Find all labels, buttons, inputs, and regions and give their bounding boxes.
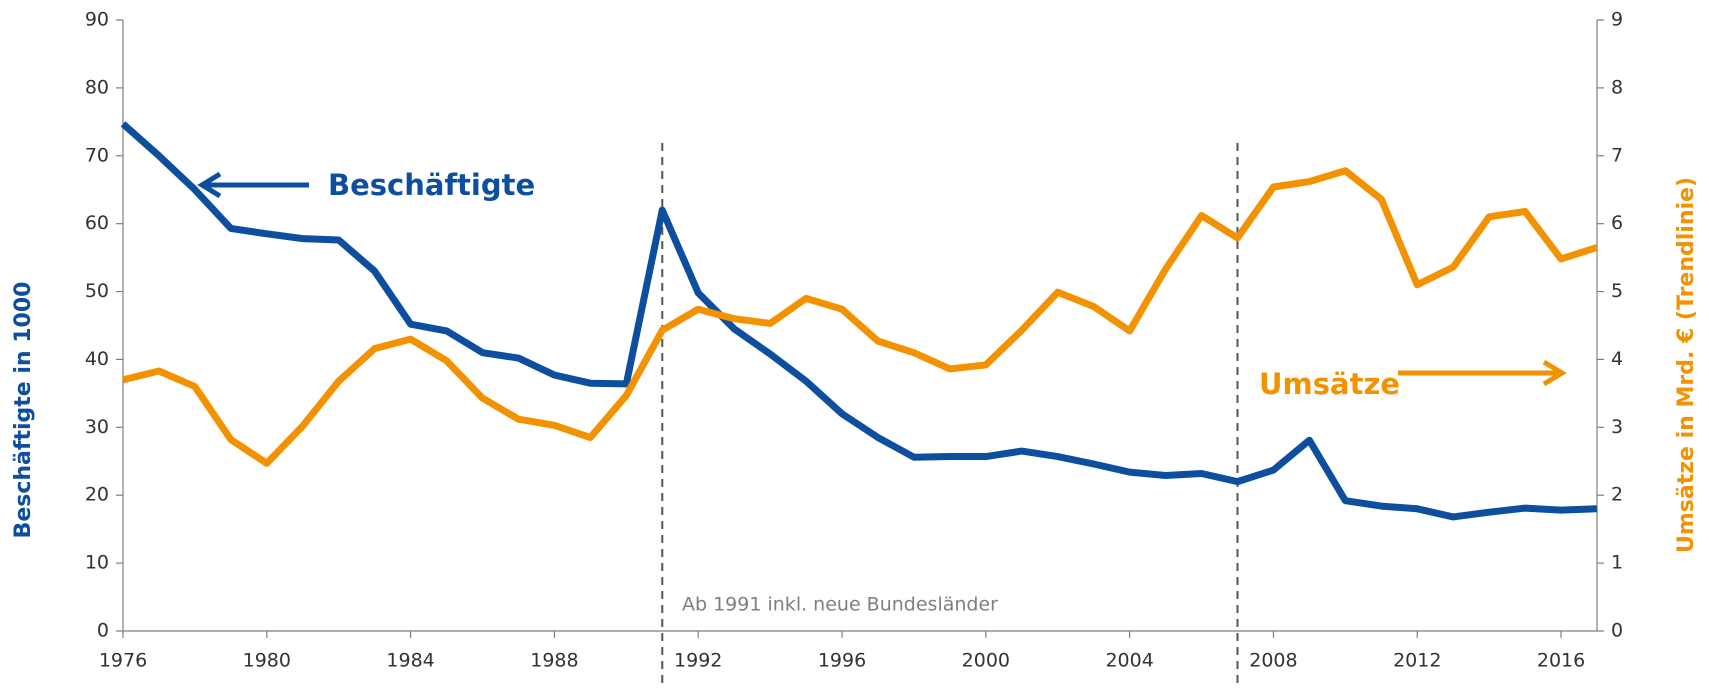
y2-tick-label: 8 [1611, 76, 1623, 98]
y2-tick-label: 4 [1611, 348, 1623, 370]
y-tick-label: 80 [85, 76, 109, 98]
y2-tick-label: 1 [1611, 552, 1623, 574]
x-tick-label: 1992 [674, 650, 722, 672]
annotation: Ab 1991 inkl. neue Bundesländer [682, 594, 998, 616]
x-tick-label: 2016 [1537, 650, 1585, 672]
arrow-head [1542, 359, 1567, 387]
x-tick-label: 2012 [1393, 650, 1441, 672]
x-tick-label: 1988 [530, 650, 578, 672]
x-tick-label: 1976 [99, 650, 147, 672]
series-label: Umsätze [1259, 367, 1400, 401]
arrow-head [197, 171, 222, 199]
y2-tick-label: 2 [1611, 484, 1623, 506]
y2-axis-title: Umsätze in Mrd. € (Trendlinie) [1674, 177, 1699, 553]
y-axis-title: Beschäftigte in 1000 [11, 282, 36, 539]
data-line [122, 167, 1599, 467]
y-tick-label: 70 [85, 144, 109, 166]
y-tick-label: 10 [85, 552, 109, 574]
x-tick-label: 1984 [386, 650, 434, 672]
y-tick-label: 0 [97, 620, 109, 642]
x-tick-label: 1980 [243, 650, 291, 672]
y2-tick-label: 0 [1611, 620, 1623, 642]
x-tick-label: 2008 [1249, 650, 1297, 672]
y-tick-label: 40 [85, 348, 109, 370]
data-line [120, 121, 1598, 521]
y2-tick-label: 9 [1611, 9, 1623, 31]
y-tick-label: 60 [85, 212, 109, 234]
x-tick-label: 1996 [818, 650, 866, 672]
series-label: Beschäftigte [328, 168, 535, 202]
y2-tick-label: 7 [1611, 144, 1623, 166]
x-tick-label: 2004 [1105, 650, 1153, 672]
y-tick-label: 30 [85, 416, 109, 438]
y2-tick-label: 3 [1611, 416, 1623, 438]
y-tick-label: 90 [85, 9, 109, 31]
y2-tick-label: 5 [1611, 280, 1623, 302]
x-tick-label: 2000 [962, 650, 1010, 672]
y-tick-label: 20 [85, 484, 109, 506]
y-tick-label: 50 [85, 280, 109, 302]
y2-tick-label: 6 [1611, 212, 1623, 234]
